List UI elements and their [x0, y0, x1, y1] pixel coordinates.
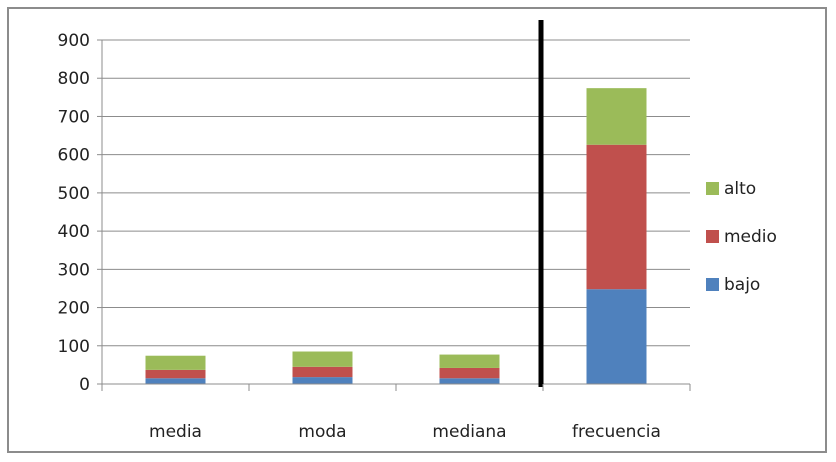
- bar-bajo-moda: [292, 377, 353, 384]
- bar-medio-media: [145, 369, 206, 379]
- y-tick-label: 900: [58, 31, 90, 51]
- legend-label-alto: alto: [724, 179, 756, 199]
- y-tick-label: 100: [58, 337, 90, 357]
- x-tick-label: frecuencia: [572, 422, 661, 442]
- legend-label-bajo: bajo: [724, 275, 760, 295]
- bar-bajo-mediana: [439, 378, 500, 384]
- bar-medio-moda: [292, 366, 353, 378]
- chart-frame: [7, 7, 827, 453]
- y-tick-label: 500: [58, 184, 90, 204]
- bars: [145, 88, 647, 384]
- x-tick-label: mediana: [432, 422, 506, 442]
- bar-bajo-media: [145, 378, 206, 384]
- y-tick-label: 700: [58, 107, 90, 127]
- bar-alto-mediana: [439, 354, 500, 368]
- legend-swatch-alto: [706, 182, 719, 195]
- y-axis-ticks: 0 100 200 300 400 500 600 700 800 900: [58, 31, 102, 395]
- legend: alto medio bajo: [706, 179, 777, 295]
- bar-alto-moda: [292, 351, 353, 367]
- y-tick-label: 800: [58, 69, 90, 89]
- legend-swatch-medio: [706, 230, 719, 243]
- y-tick-label: 300: [58, 260, 90, 280]
- y-tick-label: 400: [58, 222, 90, 242]
- bar-medio-mediana: [439, 367, 500, 379]
- y-tick-label: 200: [58, 299, 90, 319]
- x-axis-ticks: media moda mediana frecuencia: [101, 384, 691, 442]
- y-tick-label: 600: [58, 146, 90, 166]
- legend-swatch-bajo: [706, 278, 719, 291]
- bar-bajo-frecuencia: [586, 289, 647, 384]
- x-tick-label: media: [149, 422, 202, 442]
- x-tick-label: moda: [298, 422, 346, 442]
- bar-medio-frecuencia: [586, 144, 647, 290]
- y-tick-label: 0: [79, 375, 90, 395]
- bar-alto-media: [145, 355, 206, 370]
- legend-label-medio: medio: [724, 227, 777, 247]
- bar-alto-frecuencia: [586, 88, 647, 145]
